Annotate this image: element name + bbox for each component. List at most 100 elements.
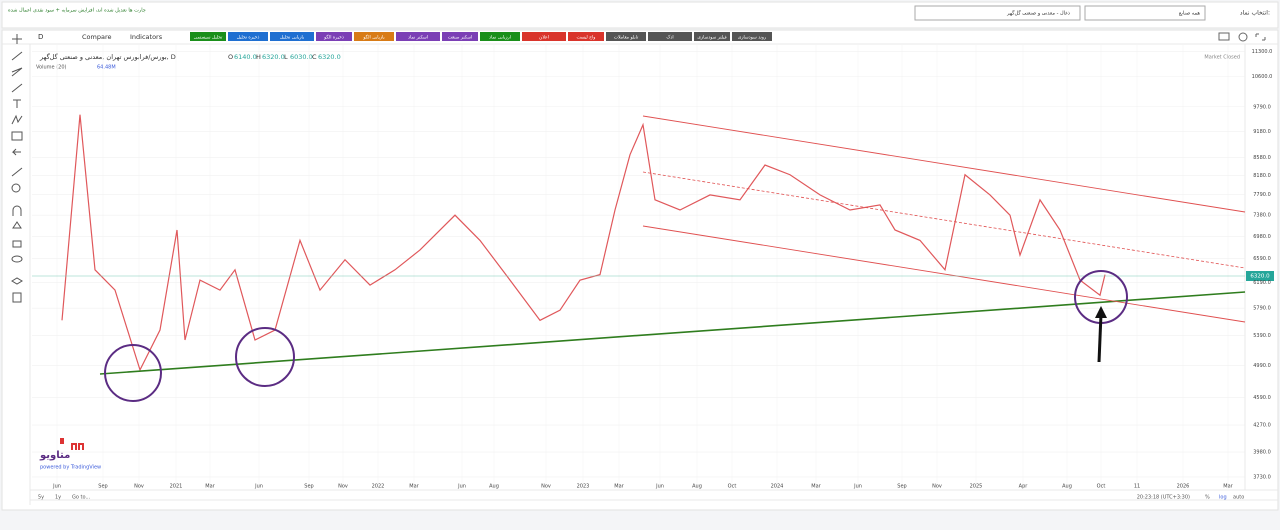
pattern-tool[interactable] <box>11 114 23 125</box>
toolbar-button[interactable] <box>228 32 268 41</box>
last-price-text: 6320.0 <box>1250 274 1270 280</box>
fib-tool[interactable] <box>11 67 23 77</box>
x-tick-label: Mar <box>614 484 624 490</box>
settings-button[interactable] <box>1238 32 1248 42</box>
toolbar-button[interactable] <box>648 32 692 41</box>
x-tick-label: Mar <box>409 484 419 490</box>
text-tool[interactable] <box>13 99 21 108</box>
x-tick-label: 2026 <box>1177 484 1190 490</box>
measure-tool[interactable] <box>11 131 23 141</box>
range-button[interactable]: 1y <box>55 495 61 501</box>
toolbar-button[interactable] <box>606 32 646 41</box>
toolbar-button-label: ذخیره الگو <box>323 34 344 41</box>
y-tick-label: 8580.0 <box>1253 155 1271 161</box>
x-tick-label: Sep <box>98 484 107 490</box>
last-price-tag <box>1246 271 1274 281</box>
ohlc-key: O <box>228 53 233 61</box>
brand: متاویو <box>39 450 70 461</box>
symbol-label: انتخاب نماد: <box>1240 10 1270 17</box>
x-tick-label: 2022 <box>372 484 385 490</box>
ruler-tool[interactable] <box>11 167 23 177</box>
symbol-select[interactable] <box>914 5 1081 21</box>
compare-button[interactable]: Compare <box>82 33 112 41</box>
range-button[interactable]: 5y <box>38 495 44 501</box>
brand-mark <box>60 438 64 444</box>
highlight-circle <box>235 327 295 387</box>
ohlc-key: L <box>284 53 288 61</box>
x-tick-label: Mar <box>205 484 215 490</box>
grid <box>32 45 1245 490</box>
brush-tool[interactable] <box>11 83 23 93</box>
arrow-tool[interactable] <box>11 148 21 156</box>
x-axis: Jun Sep Nov 2021 Mar Jun Sep Nov 2022 Mar Jun Aug No… <box>52 484 1234 490</box>
toolbar-button[interactable] <box>396 32 440 41</box>
channel-bottom <box>642 225 1246 323</box>
x-tick-label: Jun <box>52 484 61 490</box>
y-tick-label: 7790.0 <box>1253 192 1271 198</box>
toolbar-button[interactable] <box>480 32 520 41</box>
market-status: Market Closed <box>1204 55 1240 61</box>
ohlc-legend: O 6140.0 H 6320.0 L 6030.0 C 6320.0 <box>228 53 341 61</box>
scale-option[interactable]: % <box>1205 495 1210 501</box>
x-tick-label: Aug <box>692 484 702 490</box>
stay-drawing-tool[interactable] <box>12 221 22 229</box>
fullscreen-button[interactable] <box>1255 33 1266 41</box>
powered-by: powered by TradingView <box>40 465 101 471</box>
clock: 20:23:18 (UTC+3:30) <box>1137 495 1190 501</box>
snapshot-button[interactable] <box>1218 32 1230 41</box>
volume-label: Volume (20) <box>36 65 66 71</box>
toolbar-button[interactable] <box>354 32 394 41</box>
toolbar-button[interactable] <box>732 32 772 41</box>
toolbar-button[interactable] <box>522 32 566 41</box>
x-tick-label: Jun <box>254 484 263 490</box>
toolbar-button-label: ارزیابی نماد <box>489 36 511 41</box>
crosshair-tool[interactable] <box>12 34 22 44</box>
scale-option[interactable]: log <box>1219 495 1227 501</box>
arrow-shaft <box>1097 313 1103 363</box>
toolbar-button[interactable] <box>316 32 352 41</box>
toolbar-button-label: اسکنر صنعت <box>448 35 473 41</box>
y-tick-label: 4270.0 <box>1253 423 1271 429</box>
plot <box>61 114 1106 372</box>
hide-tool[interactable] <box>11 255 23 263</box>
toolbar-button-label: بازیابی تحلیل <box>280 36 304 41</box>
x-tick-label: Aug <box>1062 484 1072 490</box>
zoom-tool[interactable] <box>11 183 21 193</box>
y-tick-label: 4990.0 <box>1253 363 1271 369</box>
y-tick-label: 9180.0 <box>1253 129 1271 135</box>
layers-tool[interactable] <box>11 277 23 285</box>
line-tool[interactable] <box>11 51 23 61</box>
toolbar-button-label: تحلیل سیستمی <box>194 36 223 41</box>
industry-select[interactable] <box>1084 5 1206 21</box>
toolbar-button[interactable] <box>190 32 226 41</box>
y-tick-label: 5790.0 <box>1253 306 1271 312</box>
interval-button[interactable]: D <box>38 33 43 41</box>
price-line <box>61 114 1106 372</box>
toolbar-button-label: ذخیره تحلیل <box>237 36 260 41</box>
x-tick-label: 2025 <box>970 484 983 490</box>
toolbar-button[interactable] <box>270 32 314 41</box>
x-tick-label: Apr <box>1019 484 1029 490</box>
scale-option[interactable]: auto <box>1233 495 1244 501</box>
indicators-button[interactable]: Indicators <box>130 33 163 41</box>
toolbar-button-label: بازیابی الگو <box>362 34 384 41</box>
x-tick-label: Jun <box>655 484 664 490</box>
x-tick-label: Nov <box>338 484 348 490</box>
x-tick-label: 2023 <box>577 484 590 490</box>
ohlc-value: 6030.0 <box>290 53 313 61</box>
x-tick-label: Oct <box>728 484 737 490</box>
toolbar-buttons: تحلیل سیستمی ذخیره تحلیل بازیابی تحلیل ذخیر… <box>190 32 772 41</box>
toolbar-button-label: واچ لیست <box>577 36 596 41</box>
x-tick-label: 2024 <box>771 484 784 490</box>
toolbar-button[interactable] <box>694 32 730 41</box>
lock-tool[interactable] <box>12 240 22 248</box>
delete-tool[interactable] <box>12 292 22 303</box>
toolbar-button[interactable] <box>442 32 478 41</box>
magnet-tool[interactable] <box>12 205 22 216</box>
toolbar-button[interactable] <box>568 32 604 41</box>
range-button[interactable]: Go to... <box>72 495 91 501</box>
y-tick-label: 9790.0 <box>1253 104 1271 110</box>
symbol-text: ذغال - معدنی و صنعتی گل‌گهر <box>1006 10 1070 17</box>
y-tick-label: 3980.0 <box>1253 450 1271 456</box>
y-tick-label: 6190.0 <box>1253 280 1271 286</box>
